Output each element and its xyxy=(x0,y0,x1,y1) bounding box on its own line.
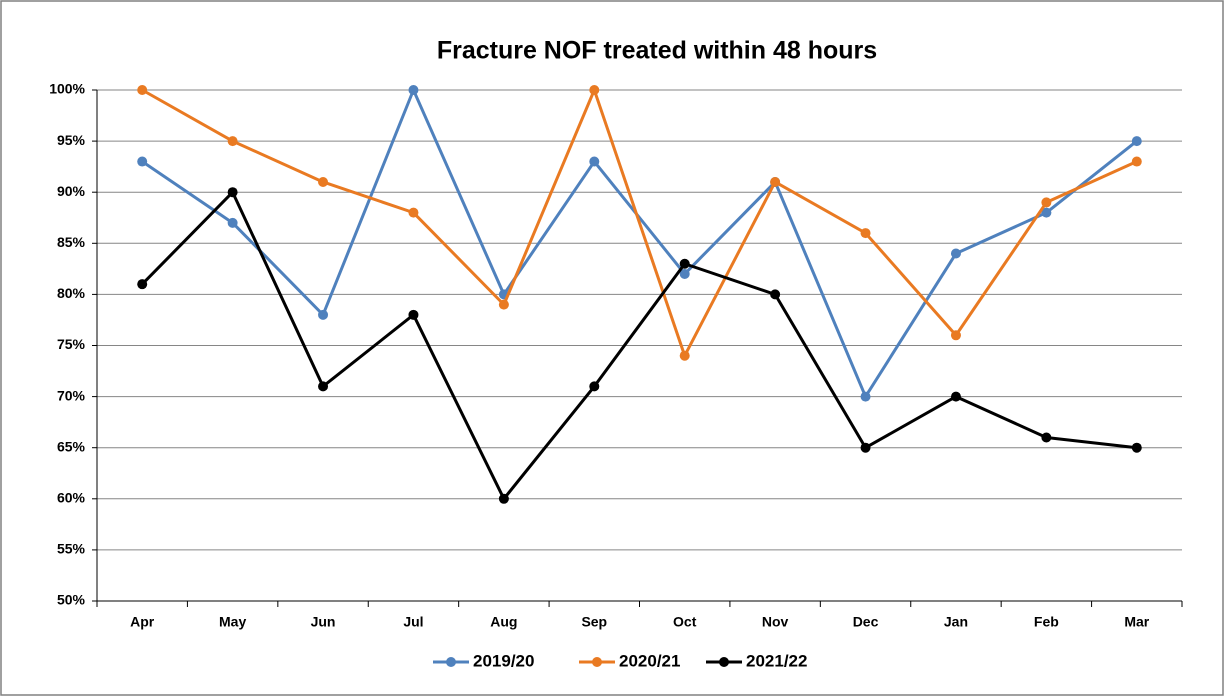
point xyxy=(1041,207,1052,218)
y-tick-label: 65% xyxy=(57,438,86,454)
point xyxy=(950,391,961,402)
legend-label: 2019/20 xyxy=(473,651,534,670)
point xyxy=(408,207,419,218)
point xyxy=(1041,197,1052,208)
point xyxy=(589,156,600,167)
point xyxy=(1041,432,1052,443)
x-tick-label: Mar xyxy=(1124,614,1149,630)
series-line xyxy=(141,88,1138,358)
point xyxy=(318,381,329,392)
point xyxy=(1131,156,1142,167)
point xyxy=(860,391,871,402)
x-tick-label: Jun xyxy=(311,614,336,630)
point xyxy=(589,381,600,392)
x-tick-label: Jan xyxy=(944,614,968,630)
y-tick-label: 55% xyxy=(57,541,86,557)
x-tick-label: May xyxy=(219,614,246,630)
y-tick-label: 90% xyxy=(57,183,86,199)
chart-title: Fracture NOF treated within 48 hours xyxy=(437,37,877,65)
point xyxy=(408,309,419,320)
series-line xyxy=(141,88,1138,399)
point xyxy=(227,217,238,228)
point xyxy=(1131,442,1142,453)
point xyxy=(318,176,329,187)
x-tick-label: Sep xyxy=(581,614,607,630)
point xyxy=(137,156,148,167)
x-tick-label: Apr xyxy=(130,614,155,630)
legend-marker xyxy=(592,657,602,667)
legend-label: 2020/21 xyxy=(619,651,680,670)
y-tick-label: 85% xyxy=(57,234,86,250)
point xyxy=(227,136,238,147)
point xyxy=(318,309,329,320)
y-tick-label: 80% xyxy=(57,285,86,301)
point xyxy=(498,299,509,310)
point xyxy=(679,268,690,279)
point xyxy=(137,85,148,95)
point xyxy=(679,258,690,269)
y-tick-label: 75% xyxy=(57,336,86,352)
point xyxy=(589,85,600,95)
y-tick-label: 50% xyxy=(57,592,86,608)
y-tick-label: 70% xyxy=(57,387,86,403)
x-tick-label: Aug xyxy=(490,614,517,630)
legend-marker xyxy=(719,657,729,667)
x-tick-label: Jul xyxy=(403,614,423,630)
x-tick-label: Oct xyxy=(673,614,697,630)
y-tick-label: 60% xyxy=(57,490,86,506)
point xyxy=(227,187,238,198)
point xyxy=(860,442,871,453)
x-tick-label: Feb xyxy=(1034,614,1059,630)
point xyxy=(770,289,781,300)
point xyxy=(1131,136,1142,147)
y-tick-label: 100% xyxy=(49,81,85,97)
point xyxy=(408,85,419,95)
legend-marker xyxy=(446,657,456,667)
point xyxy=(950,248,961,259)
point xyxy=(950,330,961,341)
point xyxy=(770,176,781,187)
point xyxy=(860,228,871,239)
point xyxy=(498,493,509,504)
point xyxy=(137,279,148,290)
y-tick-label: 95% xyxy=(57,132,86,148)
point xyxy=(679,350,690,361)
x-tick-label: Dec xyxy=(853,614,879,630)
x-tick-label: Nov xyxy=(762,614,789,630)
series-line xyxy=(141,190,1137,501)
legend-label: 2021/22 xyxy=(746,651,807,670)
